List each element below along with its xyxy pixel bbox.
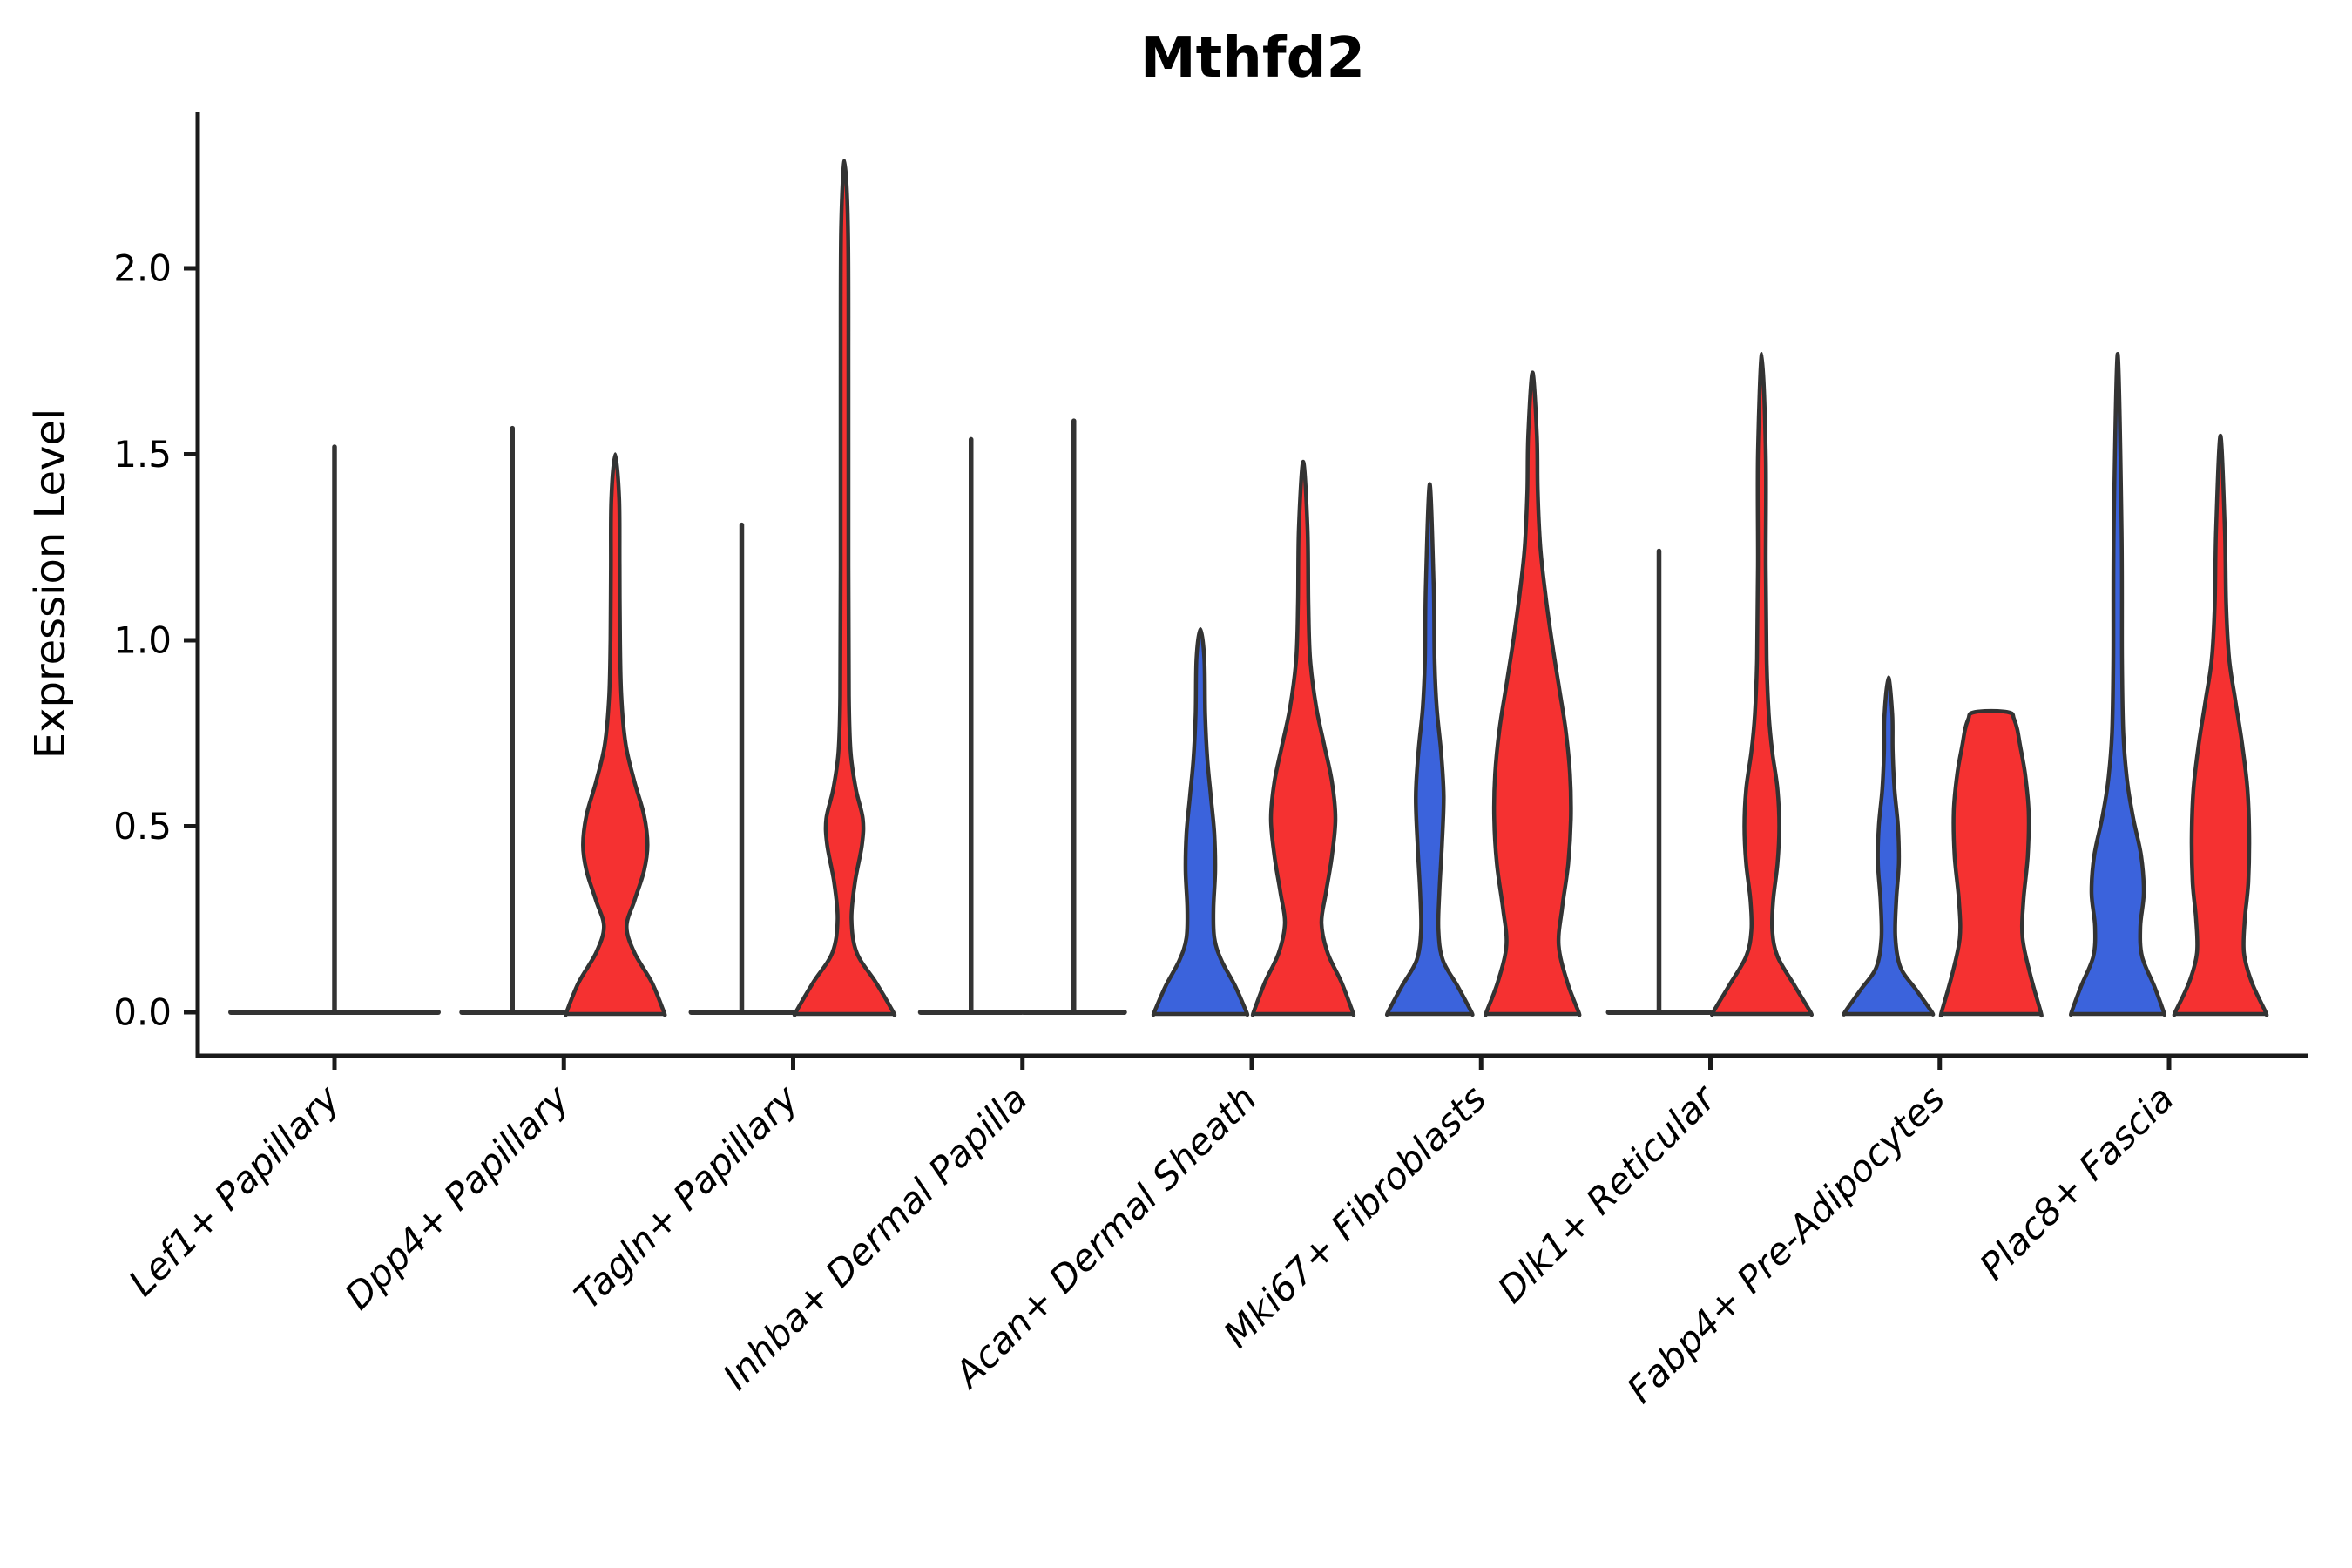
category-label-6: Mki67+ Fibroblasts (1215, 1077, 1494, 1355)
y-tick-label: 2.0 (113, 247, 172, 290)
violin-blue-fabp4 (1842, 675, 1936, 1017)
y-tick-label: 1.0 (113, 619, 172, 662)
violin-red-plac8 (2172, 433, 2269, 1017)
category-label-7: Dlk1+ Reticular (1490, 1075, 1726, 1311)
y-tick-label: 0.5 (113, 805, 172, 848)
y-axis-title: Expression Level (26, 408, 75, 760)
violin-red-mki67 (1484, 370, 1582, 1017)
violin-blue-acan (1151, 626, 1250, 1017)
violin-red-tagln (792, 158, 897, 1017)
violin-red-dpp4 (563, 452, 667, 1017)
category-label-3: Tagln+ Papillary (566, 1077, 808, 1318)
y-tick-label: 0.0 (113, 991, 172, 1034)
category-label-1: Lef1+ Papillary (120, 1077, 348, 1305)
violin-red-fabp4 (1938, 708, 2044, 1018)
violin-blue-mki67 (1384, 482, 1475, 1017)
violin-red-dlk1 (1709, 351, 1815, 1017)
y-tick-label: 1.5 (113, 433, 172, 476)
category-label-9: Plac8+ Fascia (1971, 1077, 2182, 1288)
category-label-2: Dpp4+ Papillary (336, 1077, 578, 1318)
chart-title: Mthfd2 (1139, 26, 1366, 91)
violin-red-acan (1250, 459, 1356, 1017)
violin-blue-plac8 (2068, 351, 2167, 1017)
